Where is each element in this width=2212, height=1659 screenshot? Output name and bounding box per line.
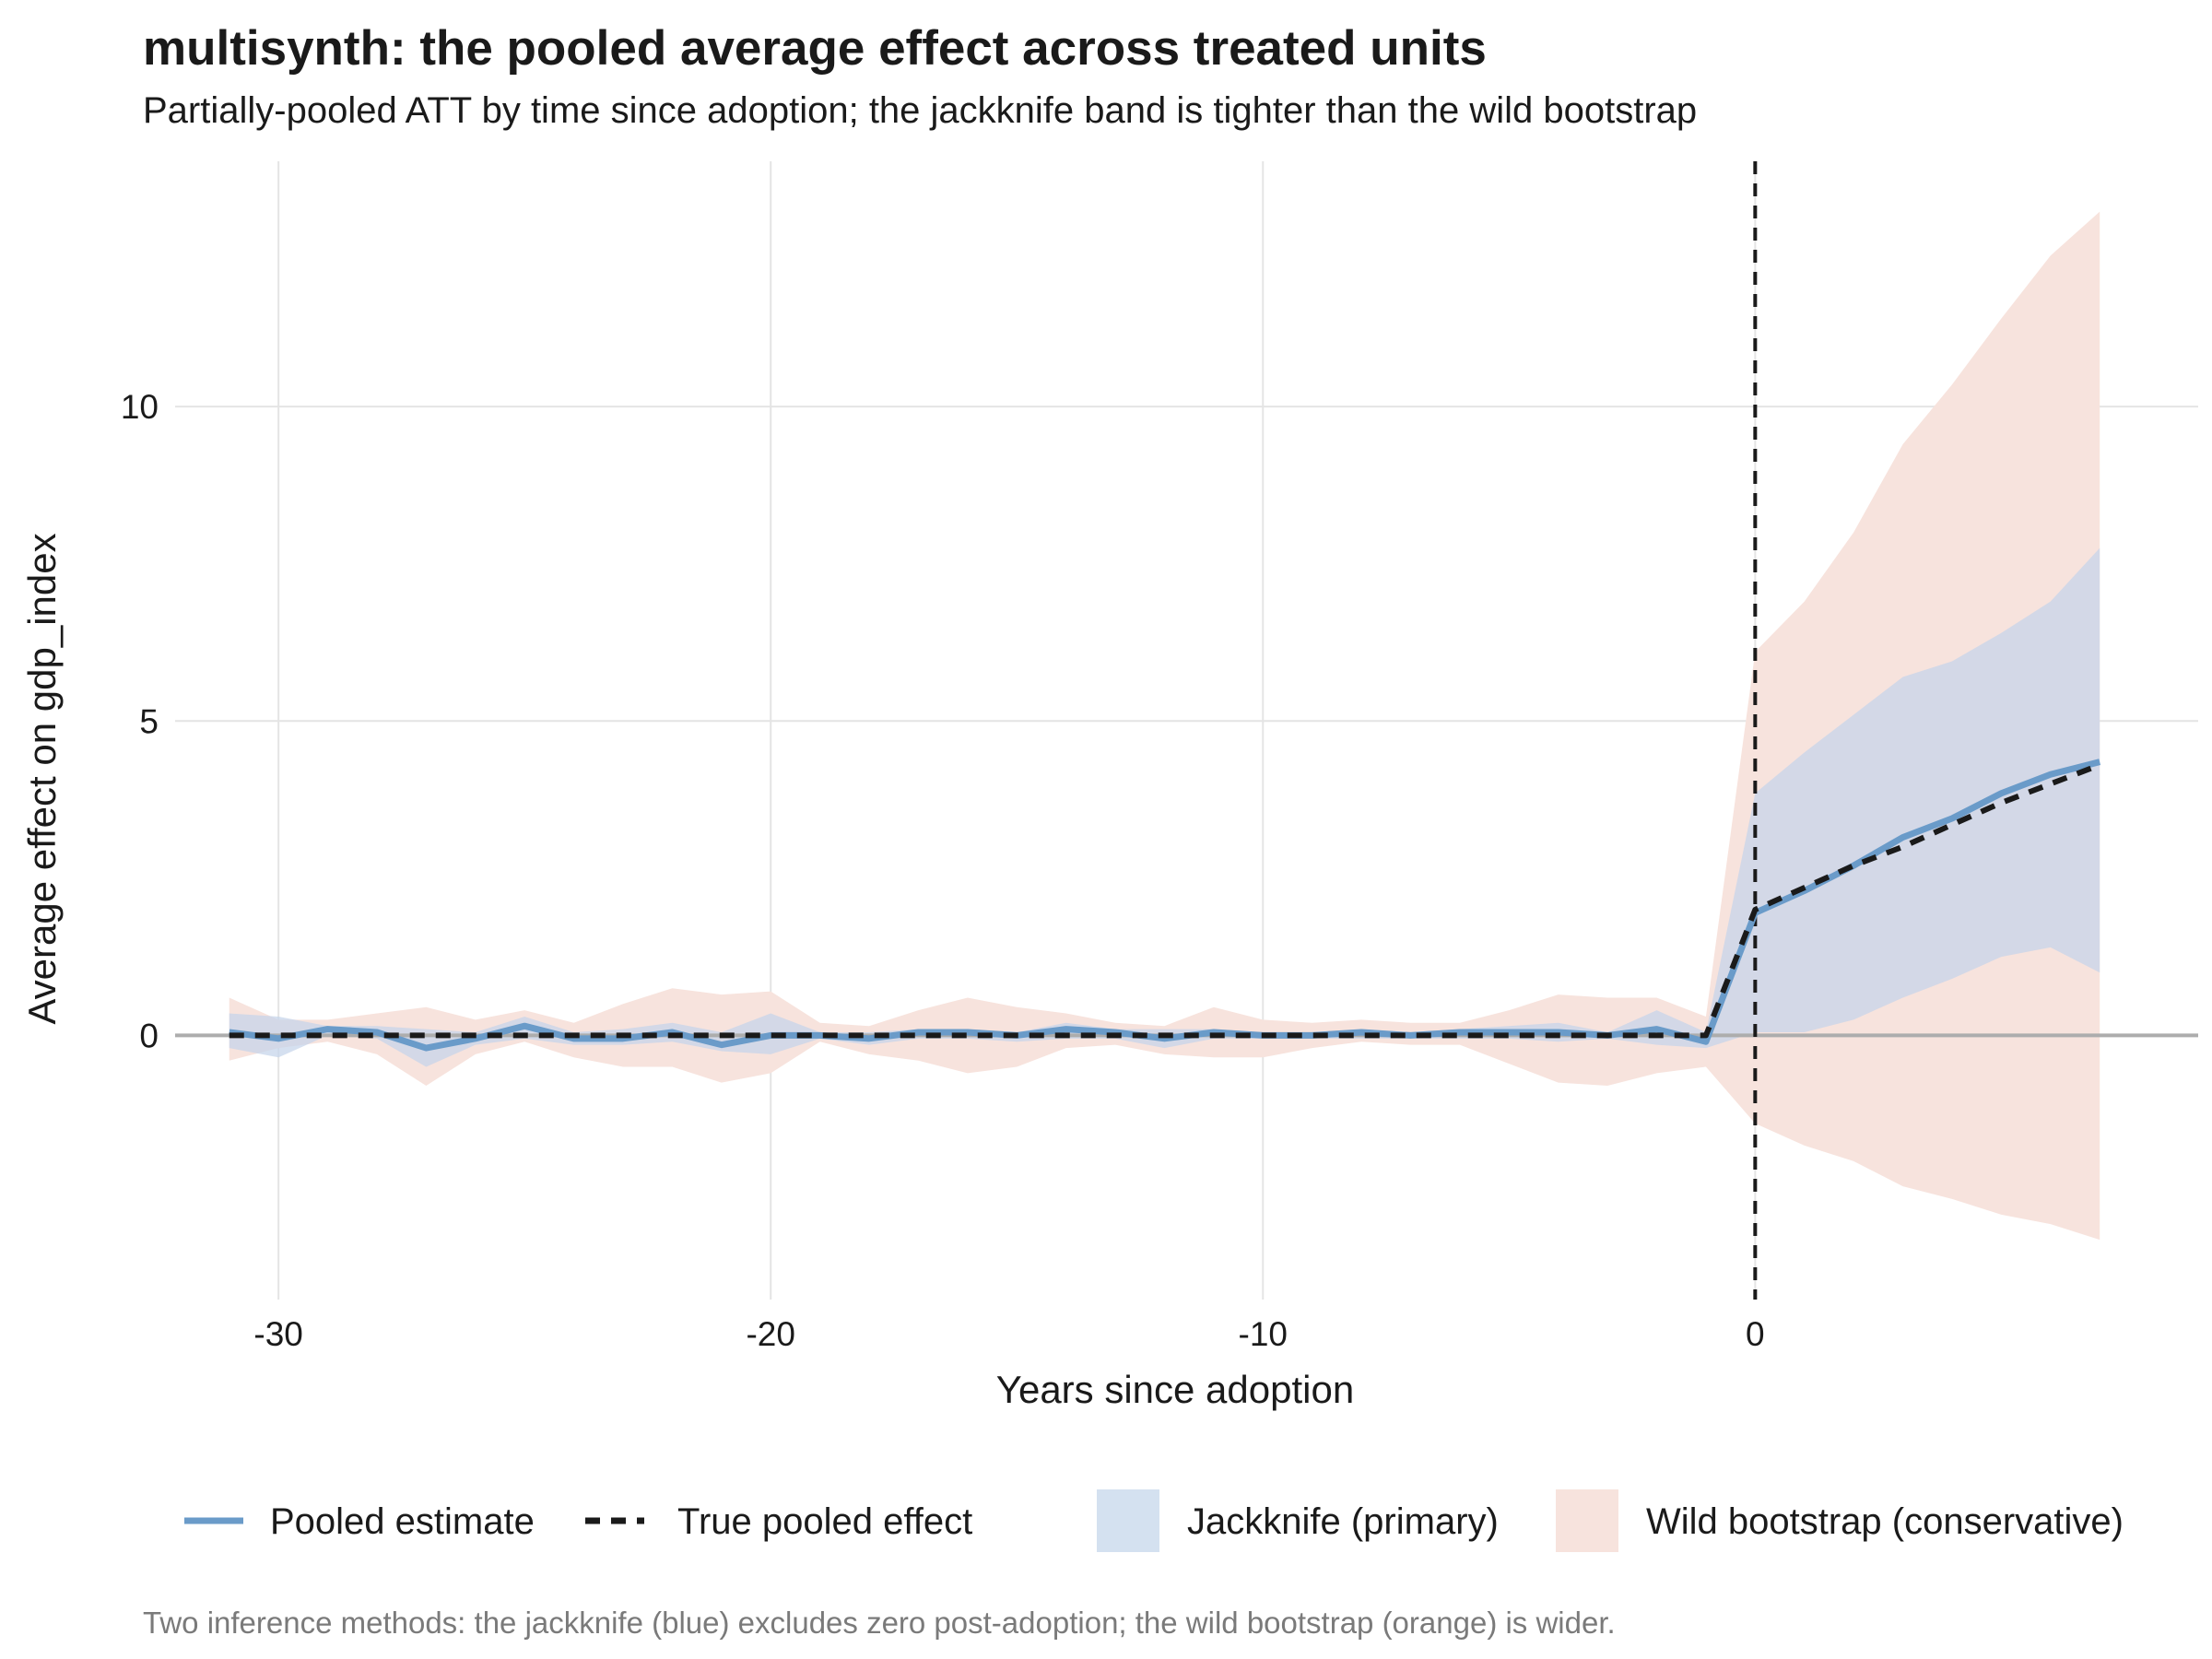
legend: Pooled estimate True pooled effect Jackkni… (184, 1489, 2124, 1552)
y-tick-label: 5 (139, 702, 159, 740)
axis-ticks: -30 -20 -10 0 0 5 10 (121, 388, 1765, 1353)
series-lines (229, 759, 2101, 1052)
pooled-estimate-line (229, 759, 2101, 1052)
legend-label: True pooled effect (677, 1501, 972, 1542)
x-tick-label: -10 (1239, 1315, 1288, 1353)
legend-label: Jackknife (primary) (1187, 1501, 1499, 1542)
x-tick-label: -20 (746, 1315, 794, 1353)
legend-key-jackknife (1097, 1489, 1159, 1552)
legend-key-wild-bootstrap (1556, 1489, 1618, 1552)
confidence-bands (229, 211, 2100, 1241)
y-tick-label: 10 (121, 388, 159, 426)
legend-label: Pooled estimate (270, 1501, 535, 1542)
x-tick-label: 0 (1746, 1315, 1765, 1353)
true-effect-line (229, 762, 2101, 1039)
chart-caption: Two inference methods: the jackknife (bl… (143, 1606, 1616, 1640)
chart-title: multisynth: the pooled average effect ac… (143, 21, 1487, 76)
x-axis-title: Years since adoption (996, 1368, 1354, 1411)
wild-bootstrap-band (229, 211, 2100, 1241)
legend-label: Wild bootstrap (conservative) (1646, 1501, 2124, 1542)
y-tick-label: 0 (139, 1017, 159, 1054)
chart-subtitle: Partially-pooled ATT by time since adopt… (143, 90, 1698, 131)
x-tick-label: -30 (253, 1315, 302, 1353)
y-axis-title: Average effect on gdp_index (20, 533, 64, 1024)
